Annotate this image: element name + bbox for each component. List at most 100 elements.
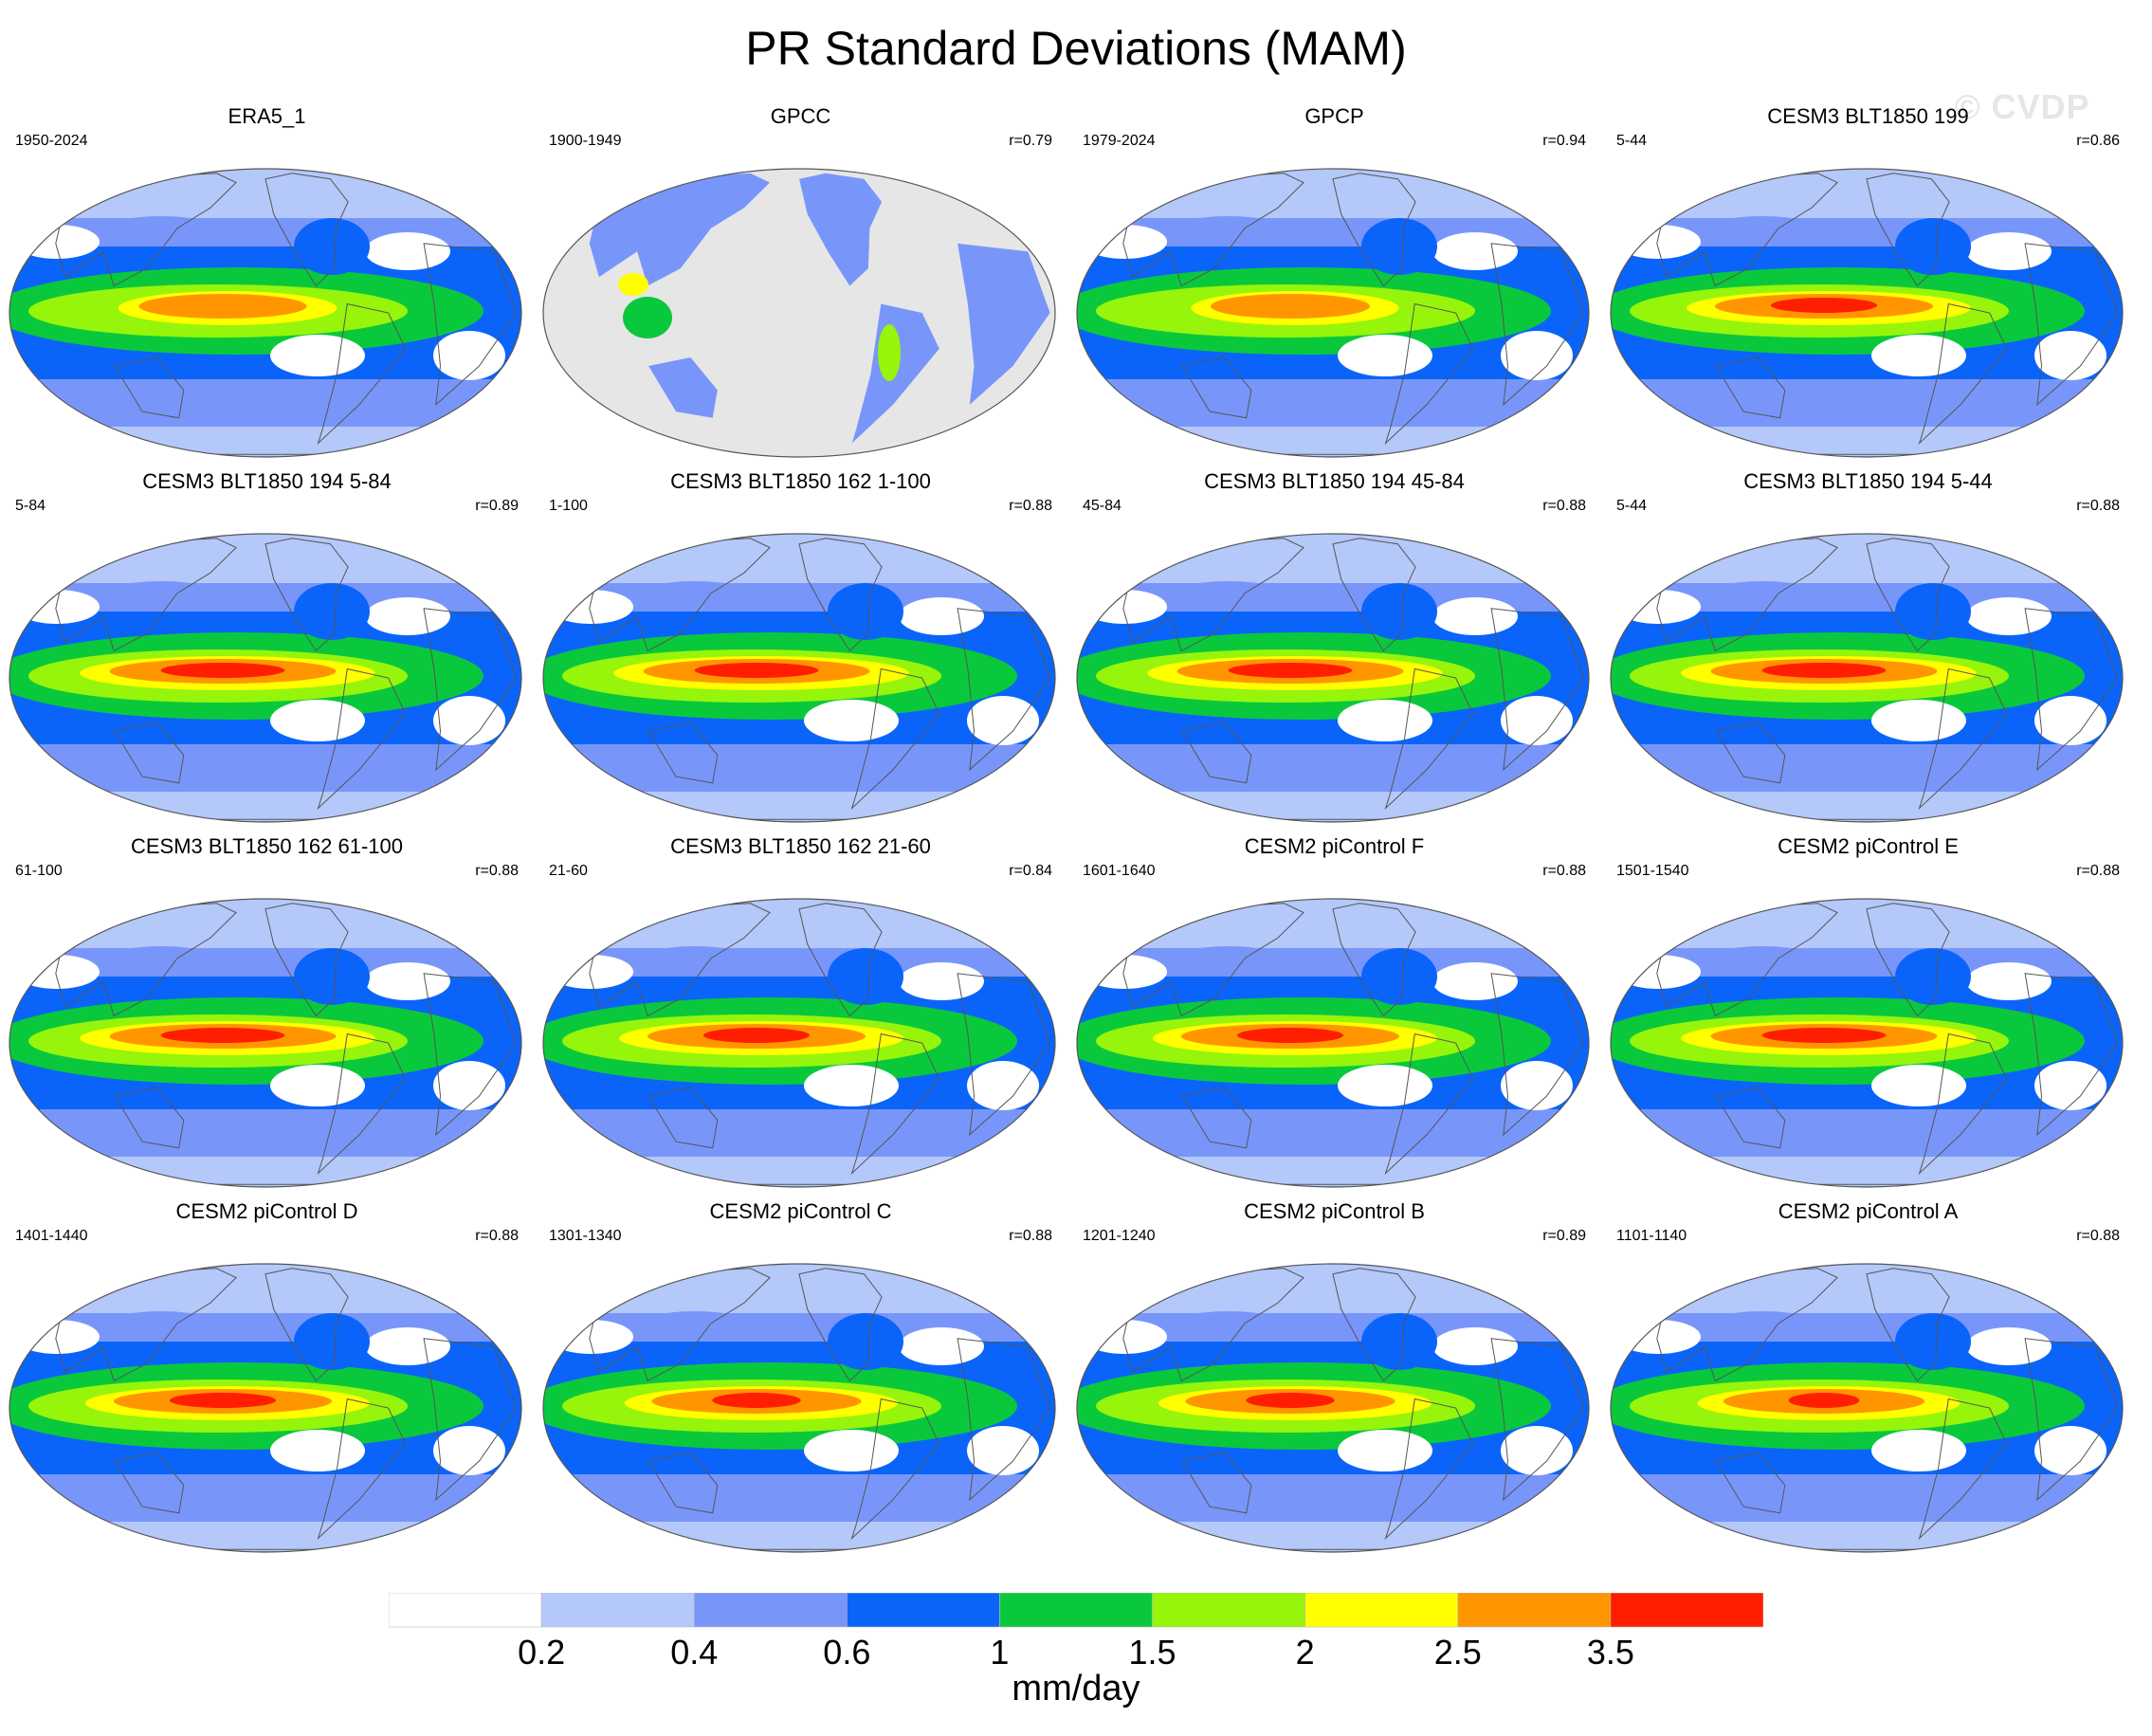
coastline [1656,538,1838,652]
coastline [647,1452,719,1514]
coastline [1181,356,1252,419]
dry-zone [1966,597,2052,635]
dry-zone [1501,1061,1573,1110]
precip-field [543,1264,1055,1299]
map-panel: CESM3 BLT1850 162 61-100 61-100 r=0.88 [0,834,534,1199]
precip-field [9,1157,521,1187]
coastline [1918,667,2008,811]
colorbar-tick-label: 2 [1295,1633,1315,1672]
precip-field [1077,1109,1589,1157]
precip-field [294,218,370,275]
dry-zone [1432,962,1518,1000]
precip-field [1895,1313,1971,1370]
coastline [2024,973,2119,1137]
panel-correlation: r=0.88 [2076,1228,2120,1244]
dry-zone [433,1061,505,1110]
precip-field [1361,218,1437,275]
dry-zone [804,1430,899,1471]
dry-zone [899,962,984,1000]
coastline [1122,173,1304,287]
land-field [799,173,883,286]
precip-field [9,1109,521,1157]
map-border [1076,168,1590,458]
precip-map [1610,533,2124,823]
precip-field [1077,1474,1589,1522]
map-border [1610,1263,2124,1553]
precip-field [138,294,307,319]
coastline [114,722,185,784]
coastline [850,667,940,811]
panel-period: 45-84 [1083,498,1122,514]
precip-field [1077,1522,1589,1552]
colorbar-units: mm/day [1012,1669,1140,1709]
coastline [1181,1087,1252,1149]
coastline [957,608,1051,772]
map-panel: CESM3 BLT1850 194 45-84 45-84 r=0.88 [1067,469,1601,834]
dry-zone [270,335,365,376]
coastline [1656,173,1838,287]
precip-field [294,583,370,640]
map-border [542,168,1056,458]
dry-zone [1871,700,1966,741]
panel-period: 1201-1240 [1083,1228,1156,1244]
precip-map [542,168,1056,458]
coastline [264,173,349,287]
dry-zone [1966,1327,2052,1365]
panel-period: 1601-1640 [1083,863,1156,879]
precip-field [104,1311,218,1338]
precip-field [1611,534,2123,569]
map-panel: CESM3 BLT1850 162 1-100 1-100 r=0.88 [534,469,1067,834]
precip-map [9,168,522,458]
colorbar-tick-label: 0.6 [823,1633,871,1672]
dry-zone [270,1065,365,1106]
dry-zone [1338,1430,1432,1471]
coastline [264,903,349,1017]
dry-zone [899,1327,984,1365]
dry-zone [2034,1426,2106,1475]
precip-field [694,663,819,678]
precip-field [1705,581,1819,608]
precip-map [1076,898,1590,1188]
dry-zone [804,700,899,741]
map-border [542,898,1056,1188]
coastline [2024,243,2119,407]
coastline [1122,903,1304,1017]
precip-field [1611,427,2123,457]
coastline [423,608,518,772]
precip-field [294,1313,370,1370]
precip-field [1236,1028,1344,1043]
panel-period: 1979-2024 [1083,133,1156,149]
precip-field [1705,216,1819,243]
precip-field [712,1393,801,1408]
precip-field [1611,379,2123,427]
coastline [957,973,1051,1137]
coastline [1715,356,1786,419]
panel-title: CESM3 BLT1850 162 61-100 [131,834,403,858]
map-border [1076,1263,1590,1553]
panel-title: CESM2 piControl E [1778,834,1959,858]
coastline [1122,1268,1304,1382]
coastline [423,1338,518,1502]
panel-correlation: r=0.88 [2076,498,2120,514]
coastline [317,667,407,811]
precip-field [1611,1522,2123,1552]
colorbar-swatch [388,1592,542,1628]
coastline [264,1268,349,1382]
precip-field [9,1264,521,1299]
colorbar-swatch [1304,1592,1459,1628]
coastline [1918,1398,2008,1541]
precip-field [1077,427,1589,457]
map-panel: CESM2 piControl C 1301-1340 r=0.88 [534,1199,1067,1564]
panel-title: GPCC [770,104,831,128]
precip-field [543,792,1055,822]
panel-period: 1-100 [549,498,588,514]
coastline [317,302,407,446]
coastline [55,173,237,287]
map-panel: GPCC 1900-1949 r=0.79 [534,104,1067,469]
coastline [1490,973,1585,1137]
precip-map [1076,1263,1590,1553]
coastline [1715,1087,1786,1149]
panel-period: 61-100 [15,863,63,879]
precip-field [160,663,285,678]
coastline [1181,722,1252,784]
